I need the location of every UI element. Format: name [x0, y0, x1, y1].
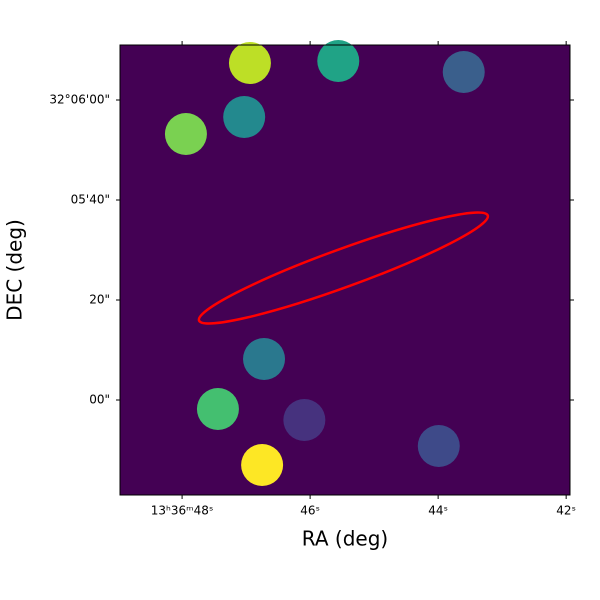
y-tick-label: 05'40": [71, 193, 110, 207]
image-background: [120, 45, 570, 495]
source: [417, 425, 460, 467]
x-tick-label: 13ʰ36ᵐ48ˢ: [151, 504, 214, 518]
source: [223, 96, 266, 138]
y-axis-label: DEC (deg): [3, 219, 27, 321]
x-tick-label: 44ˢ: [428, 504, 448, 518]
source: [243, 338, 286, 380]
x-tick-label: 46ˢ: [300, 504, 320, 518]
source: [196, 388, 239, 430]
y-tick-label: 32°06'00": [49, 93, 110, 107]
source: [283, 399, 326, 441]
source: [241, 444, 284, 486]
x-axis-label: RA (deg): [302, 527, 388, 551]
plot-frame: [119, 44, 571, 496]
source: [164, 113, 207, 155]
region-ellipse: [197, 211, 490, 325]
y-tick-label: 00": [89, 393, 110, 407]
source: [442, 51, 485, 93]
x-tick-label: 42ˢ: [556, 504, 576, 518]
y-tick-label: 20": [89, 293, 110, 307]
source: [228, 42, 271, 84]
source: [317, 40, 360, 82]
